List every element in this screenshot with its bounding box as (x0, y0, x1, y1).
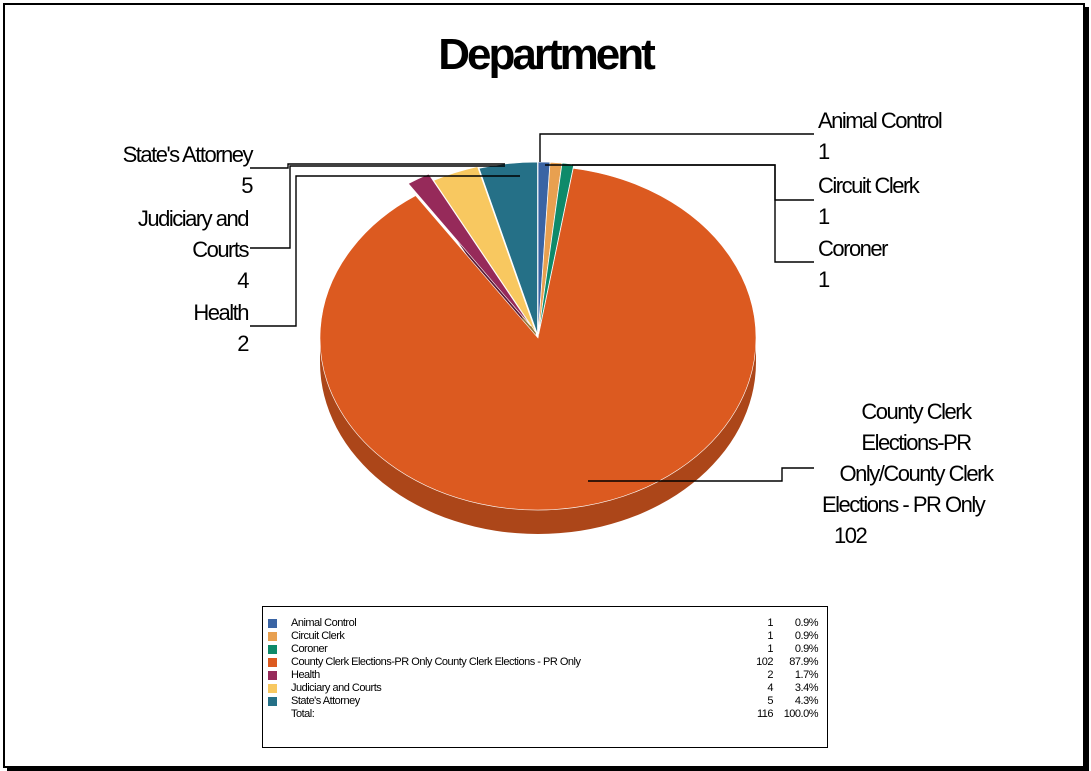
legend-percent: 0.9% (794, 630, 819, 642)
slice-label: Courts (192, 237, 249, 262)
legend-percent: 3.4% (794, 682, 819, 694)
legend-item: State's Attorney 5 4.3% (263, 695, 827, 708)
pie-slice-4 (407, 173, 532, 327)
legend-swatch (268, 619, 277, 628)
legend-percent: 4.3% (794, 695, 819, 707)
legend-count: 102 (756, 656, 773, 668)
legend-swatch (268, 684, 277, 693)
slice-label: State's Attorney (123, 142, 254, 167)
legend-item: Judiciary and Courts 4 3.4% (263, 682, 827, 695)
legend-swatch (268, 645, 277, 654)
slice-label: Animal Control (818, 108, 942, 133)
slice-label: Elections-PR (861, 430, 971, 455)
legend-percent: 100.0% (783, 708, 819, 720)
legend-label: Circuit Clerk (291, 630, 345, 642)
pie-slice-6 (478, 161, 538, 335)
legend-count: 116 (756, 708, 774, 720)
legend-item: Animal Control 1 0.9% (263, 617, 827, 630)
legend-label: Judiciary and Courts (291, 682, 382, 694)
chart-title: Department (438, 30, 656, 79)
legend-label: Animal Control (291, 617, 357, 629)
legend-count: 4 (767, 682, 773, 694)
leader-line (572, 164, 814, 263)
legend-swatch (268, 671, 277, 680)
slice-label: Coroner (818, 236, 888, 261)
slice-label: 1 (818, 204, 830, 229)
legend-item: Coroner 1 0.9% (263, 643, 827, 656)
legend-percent: 0.9% (794, 617, 819, 629)
leader-line (250, 175, 520, 327)
slice-label: 1 (818, 139, 830, 164)
slice-label: 4 (237, 268, 249, 293)
slice-label: 5 (241, 173, 253, 198)
legend-swatch (268, 632, 277, 641)
legend-label: County Clerk Elections-PR Only County Cl… (291, 656, 581, 668)
slice-label: 1 (818, 267, 830, 292)
slice-label: Health (193, 300, 248, 325)
legend: Animal Control 1 0.9% Circuit Clerk 1 0.9% Cor… (262, 606, 828, 748)
legend-label: Coroner (291, 643, 328, 655)
slice-label: County Clerk (861, 399, 973, 424)
pie-slice-3 (319, 167, 757, 511)
legend-percent: 87.9% (789, 656, 818, 668)
legend-percent: 1.7% (794, 669, 819, 681)
legend-label: Total: (291, 708, 315, 720)
leader-line (539, 133, 814, 162)
legend-count: 5 (767, 695, 773, 707)
legend-total: Total: 116 100.0% (263, 708, 827, 721)
legend-count: 2 (767, 669, 773, 681)
legend-label: State's Attorney (291, 695, 360, 707)
legend-swatch (268, 697, 277, 706)
legend-count: 1 (767, 630, 773, 642)
legend-item: County Clerk Elections-PR Only County Cl… (263, 656, 827, 669)
legend-item: Circuit Clerk 1 0.9% (263, 630, 827, 643)
leader-line (588, 467, 814, 482)
slice-label: 102 (834, 523, 867, 548)
legend-count: 1 (767, 617, 773, 629)
legend-label: Health (291, 669, 320, 681)
leader-line (250, 163, 505, 169)
slice-label: Only/County Clerk (839, 461, 995, 486)
legend-percent: 0.9% (794, 643, 819, 655)
legend-item: Health 2 1.7% (263, 669, 827, 682)
slice-label: 2 (237, 331, 249, 356)
slice-label: Circuit Clerk (818, 173, 921, 198)
slice-label: Judiciary and (138, 206, 248, 231)
legend-swatch (268, 658, 277, 667)
slice-label: Elections - PR Only (822, 492, 986, 517)
leader-line (250, 165, 505, 249)
legend-count: 1 (767, 643, 773, 655)
